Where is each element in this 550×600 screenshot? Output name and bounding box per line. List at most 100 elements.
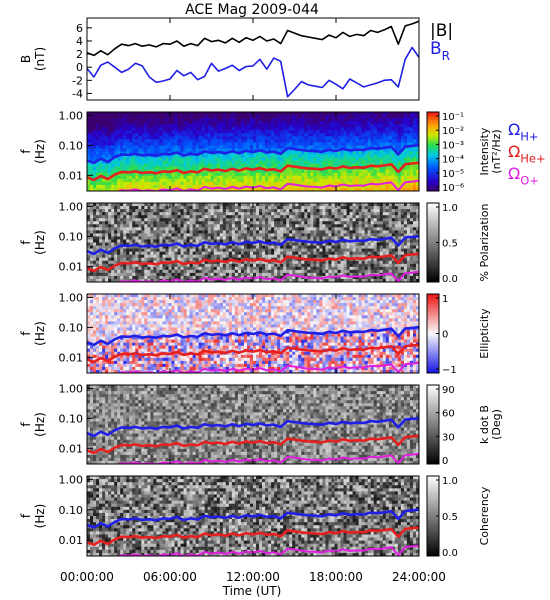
cell-polarization-70-23 — [298, 272, 302, 277]
cell-polarization-32-21 — [183, 266, 188, 271]
cell-intensity-98-7 — [382, 133, 387, 137]
cell-polarization-38-20 — [201, 263, 206, 268]
cell-polarization-49-16 — [234, 251, 239, 256]
cell-intensity-73-15 — [307, 157, 311, 162]
cell-intensity-80-9 — [328, 139, 333, 143]
cell-intensity-47-12 — [228, 148, 233, 153]
cell-polarization-25-24 — [162, 275, 167, 280]
cell-intensity-98-24 — [382, 184, 387, 189]
cell-intensity-49-17 — [234, 163, 239, 168]
cell-polarization-43-10 — [216, 233, 221, 238]
cell-intensity-58-2 — [262, 118, 266, 122]
cell-intensity-4-20 — [99, 172, 103, 177]
cell-polarization-36-4 — [195, 215, 200, 219]
cell-polarization-68-20 — [292, 263, 296, 268]
cell-polarization-53-22 — [246, 269, 251, 274]
cell-polarization-17-15 — [138, 248, 142, 253]
cell-intensity-15-21 — [132, 175, 136, 180]
cell-intensity-14-14 — [129, 154, 133, 159]
cell-intensity-99-10 — [385, 142, 390, 147]
cell-polarization-57-4 — [259, 215, 263, 219]
cell-polarization-21-15 — [150, 248, 154, 253]
cell-intensity-85-22 — [343, 178, 348, 183]
cell-polarization-18-0 — [141, 203, 145, 207]
cell-intensity-69-11 — [295, 145, 299, 150]
cell-polarization-53-1 — [246, 206, 251, 210]
cell-polarization-8-25 — [111, 278, 115, 282]
cell-polarization-75-4 — [313, 215, 317, 219]
cell-polarization-44-3 — [219, 212, 224, 216]
cell-intensity-32-22 — [183, 178, 188, 183]
cell-intensity-16-11 — [135, 145, 139, 150]
cell-polarization-50-15 — [237, 248, 242, 253]
cell-intensity-36-4 — [195, 124, 200, 128]
cell-polarization-68-4 — [292, 215, 296, 219]
cell-polarization-14-17 — [129, 254, 133, 259]
cell-intensity-67-20 — [289, 172, 293, 177]
cell-intensity-92-21 — [364, 175, 369, 180]
cell-polarization-26-8 — [165, 227, 170, 231]
cell-polarization-6-17 — [105, 254, 109, 259]
cell-intensity-45-16 — [222, 160, 227, 165]
cell-intensity-68-16 — [292, 160, 296, 165]
cell-polarization-15-0 — [132, 203, 136, 207]
cell-intensity-28-9 — [171, 139, 176, 143]
cell-intensity-75-11 — [313, 145, 317, 150]
cell-polarization-11-6 — [120, 221, 124, 225]
cell-polarization-34-4 — [189, 215, 194, 219]
cell-polarization-57-7 — [259, 224, 263, 228]
cell-polarization-10-20 — [117, 263, 121, 268]
cell-intensity-3-16 — [96, 160, 100, 165]
cell-intensity-27-11 — [168, 145, 173, 150]
cell-intensity-11-7 — [120, 133, 124, 137]
cell-intensity-31-15 — [180, 157, 185, 162]
cell-polarization-25-9 — [162, 230, 167, 234]
cell-polarization-12-9 — [123, 230, 127, 234]
cell-polarization-34-21 — [189, 266, 194, 271]
cell-intensity-20-4 — [147, 124, 151, 128]
cell-polarization-19-18 — [144, 257, 148, 262]
cell-polarization-9-5 — [114, 218, 118, 222]
cell-intensity-93-22 — [367, 178, 372, 183]
cell-intensity-91-21 — [361, 175, 366, 180]
cell-polarization-71-11 — [301, 236, 305, 241]
cell-intensity-27-14 — [168, 154, 173, 159]
cell-intensity-95-9 — [373, 139, 378, 143]
cell-polarization-48-20 — [231, 263, 236, 268]
cell-intensity-29-3 — [174, 121, 179, 125]
cell-polarization-59-18 — [265, 257, 269, 262]
cell-polarization-17-9 — [138, 230, 142, 234]
cell-intensity-54-23 — [249, 181, 254, 186]
cell-intensity-103-1 — [397, 115, 402, 119]
cell-intensity-47-15 — [228, 157, 233, 162]
cell-intensity-99-19 — [385, 169, 390, 174]
cell-intensity-10-6 — [117, 130, 121, 134]
cell-polarization-14-23 — [129, 272, 133, 277]
colorbar-intensity-segment-35 — [427, 181, 439, 184]
cell-polarization-56-17 — [256, 254, 260, 259]
cell-polarization-69-18 — [295, 257, 299, 262]
cell-polarization-74-10 — [310, 233, 314, 238]
cell-polarization-14-15 — [129, 248, 133, 253]
cell-intensity-54-4 — [249, 124, 254, 128]
cell-intensity-15-15 — [132, 157, 136, 162]
cell-intensity-68-2 — [292, 118, 296, 122]
cell-intensity-106-17 — [406, 163, 411, 168]
cell-polarization-64-8 — [280, 227, 284, 231]
cell-polarization-26-23 — [165, 272, 170, 277]
cell-polarization-7-20 — [108, 263, 112, 268]
cell-intensity-65-20 — [283, 172, 287, 177]
cell-polarization-13-0 — [126, 203, 130, 207]
cell-polarization-11-8 — [120, 227, 124, 231]
cell-polarization-53-13 — [246, 242, 251, 247]
cell-polarization-8-18 — [111, 257, 115, 262]
cell-polarization-31-17 — [180, 254, 185, 259]
cell-intensity-69-15 — [295, 157, 299, 162]
cell-polarization-15-1 — [132, 206, 136, 210]
cell-intensity-47-14 — [228, 154, 233, 159]
cell-polarization-9-7 — [114, 224, 118, 228]
cell-polarization-9-8 — [114, 227, 118, 231]
cell-intensity-107-14 — [409, 154, 414, 159]
cell-intensity-88-10 — [352, 142, 357, 147]
cell-intensity-18-9 — [141, 139, 145, 143]
